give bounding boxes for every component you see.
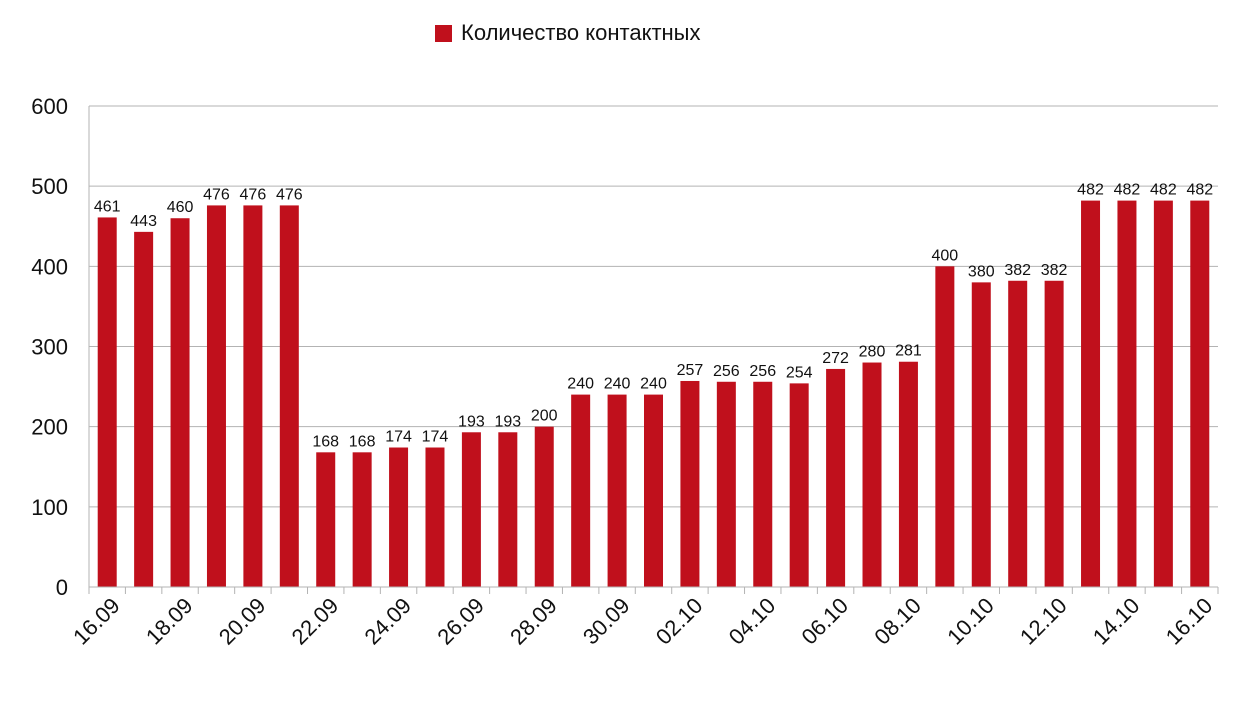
bar xyxy=(206,205,226,587)
data-label: 200 xyxy=(531,408,558,425)
bar xyxy=(1008,280,1028,587)
x-tick-label: 12.10 xyxy=(1015,593,1072,650)
bar xyxy=(316,452,336,587)
bar xyxy=(1190,200,1210,587)
bar xyxy=(352,452,372,587)
bar xyxy=(898,361,918,587)
x-tick-label: 10.10 xyxy=(942,593,999,650)
bar xyxy=(1153,200,1173,587)
x-tick-label: 14.10 xyxy=(1088,593,1145,650)
x-tick-label: 06.10 xyxy=(797,593,854,650)
y-tick-label: 400 xyxy=(31,254,68,279)
x-tick-label: 08.10 xyxy=(869,593,926,650)
x-tick-label: 22.09 xyxy=(287,593,344,650)
data-label: 476 xyxy=(203,186,230,203)
bar xyxy=(680,380,700,587)
data-label: 443 xyxy=(130,213,157,230)
bar xyxy=(461,432,481,587)
data-label: 168 xyxy=(349,433,376,450)
data-label: 382 xyxy=(1041,262,1068,279)
bar xyxy=(389,447,409,587)
bar xyxy=(753,381,773,587)
bar xyxy=(243,205,263,587)
data-label: 193 xyxy=(494,413,521,430)
bar xyxy=(534,426,554,587)
x-tick-label: 26.09 xyxy=(432,593,489,650)
bar xyxy=(716,381,736,587)
x-tick-label: 30.09 xyxy=(578,593,635,650)
bar xyxy=(134,231,154,587)
data-label: 240 xyxy=(604,376,631,393)
x-tick-label: 18.09 xyxy=(141,593,198,650)
bar xyxy=(644,394,663,587)
bar xyxy=(571,394,591,587)
data-label: 482 xyxy=(1114,182,1141,199)
y-tick-label: 0 xyxy=(56,575,68,600)
legend-label: Количество контактных xyxy=(461,20,701,45)
data-label: 174 xyxy=(385,429,412,446)
data-label: 257 xyxy=(677,362,704,379)
legend-swatch xyxy=(435,24,452,42)
data-label: 168 xyxy=(312,433,339,450)
data-label: 482 xyxy=(1150,182,1177,199)
data-label: 240 xyxy=(567,376,594,393)
y-tick-label: 100 xyxy=(31,495,68,520)
bar xyxy=(607,394,627,587)
bar xyxy=(279,205,299,587)
x-tick-label: 16.10 xyxy=(1161,593,1218,650)
x-tick-label: 28.09 xyxy=(505,593,562,650)
data-label: 380 xyxy=(968,263,995,280)
bar xyxy=(1081,200,1101,587)
bar xyxy=(789,383,809,587)
data-label: 382 xyxy=(1004,262,1031,279)
data-label: 400 xyxy=(932,247,959,264)
bar xyxy=(425,447,445,587)
x-tick-label: 24.09 xyxy=(359,593,416,650)
data-label: 476 xyxy=(240,186,267,203)
data-label: 174 xyxy=(422,429,449,446)
data-label: 476 xyxy=(276,186,303,203)
bar xyxy=(971,282,991,587)
data-label: 240 xyxy=(640,376,667,393)
data-label: 280 xyxy=(859,344,886,361)
y-tick-label: 200 xyxy=(31,415,68,440)
bar xyxy=(1044,280,1064,587)
data-label: 461 xyxy=(94,198,121,215)
data-label: 254 xyxy=(786,364,813,381)
data-label: 256 xyxy=(749,363,776,380)
chart-legend: Количество контактных xyxy=(435,19,701,47)
data-label: 281 xyxy=(895,343,922,360)
data-label: 272 xyxy=(822,350,849,367)
bar xyxy=(826,368,846,587)
data-label: 460 xyxy=(167,199,194,216)
x-tick-label: 04.10 xyxy=(724,593,781,650)
data-label: 193 xyxy=(458,413,485,430)
y-tick-label: 500 xyxy=(31,174,68,199)
y-tick-label: 300 xyxy=(31,335,68,360)
data-label: 256 xyxy=(713,363,740,380)
x-tick-label: 20.09 xyxy=(214,593,271,650)
bar xyxy=(935,266,955,587)
data-label: 482 xyxy=(1186,182,1213,199)
x-tick-label: 16.09 xyxy=(68,593,125,650)
bar xyxy=(170,218,190,587)
bar xyxy=(1117,200,1137,587)
x-tick-label: 02.10 xyxy=(651,593,708,650)
y-tick-label: 600 xyxy=(31,94,68,119)
data-label: 482 xyxy=(1077,182,1104,199)
bar xyxy=(862,362,882,587)
bar xyxy=(97,217,117,587)
bar xyxy=(498,432,518,587)
